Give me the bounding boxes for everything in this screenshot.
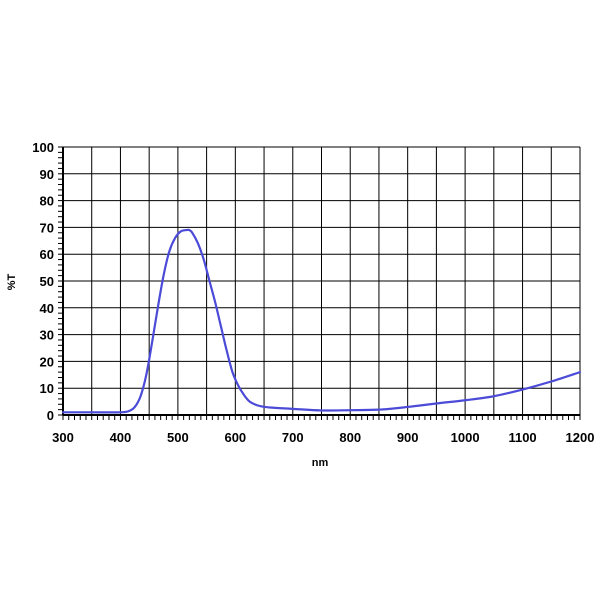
x-axis-title: nm: [312, 457, 329, 469]
y-tick-label: 40: [40, 301, 54, 316]
y-tick-label: 0: [47, 408, 54, 423]
x-tick-label: 600: [224, 430, 246, 445]
y-tick-label: 20: [40, 354, 54, 369]
minor-ticks: [58, 146, 581, 420]
y-tick-label: 30: [40, 328, 54, 343]
transmission-series-line: [61, 228, 582, 414]
y-tick-label: 50: [40, 274, 54, 289]
y-tick-label: 10: [40, 381, 54, 396]
series-layer: [61, 228, 582, 414]
x-tick-label: 1200: [566, 430, 595, 445]
x-tick-label: 800: [339, 430, 361, 445]
x-tick-label: 400: [110, 430, 132, 445]
x-tick-label: 300: [52, 430, 74, 445]
x-tick-label: 700: [282, 430, 304, 445]
y-axis-title: %T: [6, 273, 18, 290]
x-tick-label: 500: [167, 430, 189, 445]
x-tick-label: 1000: [451, 430, 480, 445]
x-tick-labels: 300 400 500 600 700 800 900 1000 1100 1200: [52, 430, 594, 445]
x-tick-label: 900: [397, 430, 419, 445]
y-tick-label: 60: [40, 247, 54, 262]
y-tick-label: 100: [32, 140, 54, 155]
y-tick-label: 80: [40, 194, 54, 209]
y-tick-label: 90: [40, 167, 54, 182]
y-tick-label: 70: [40, 220, 54, 235]
y-tick-labels: 0 10 20 30 40 50 60 70 80 90 100: [32, 140, 54, 423]
x-tick-label: 1100: [508, 430, 536, 445]
